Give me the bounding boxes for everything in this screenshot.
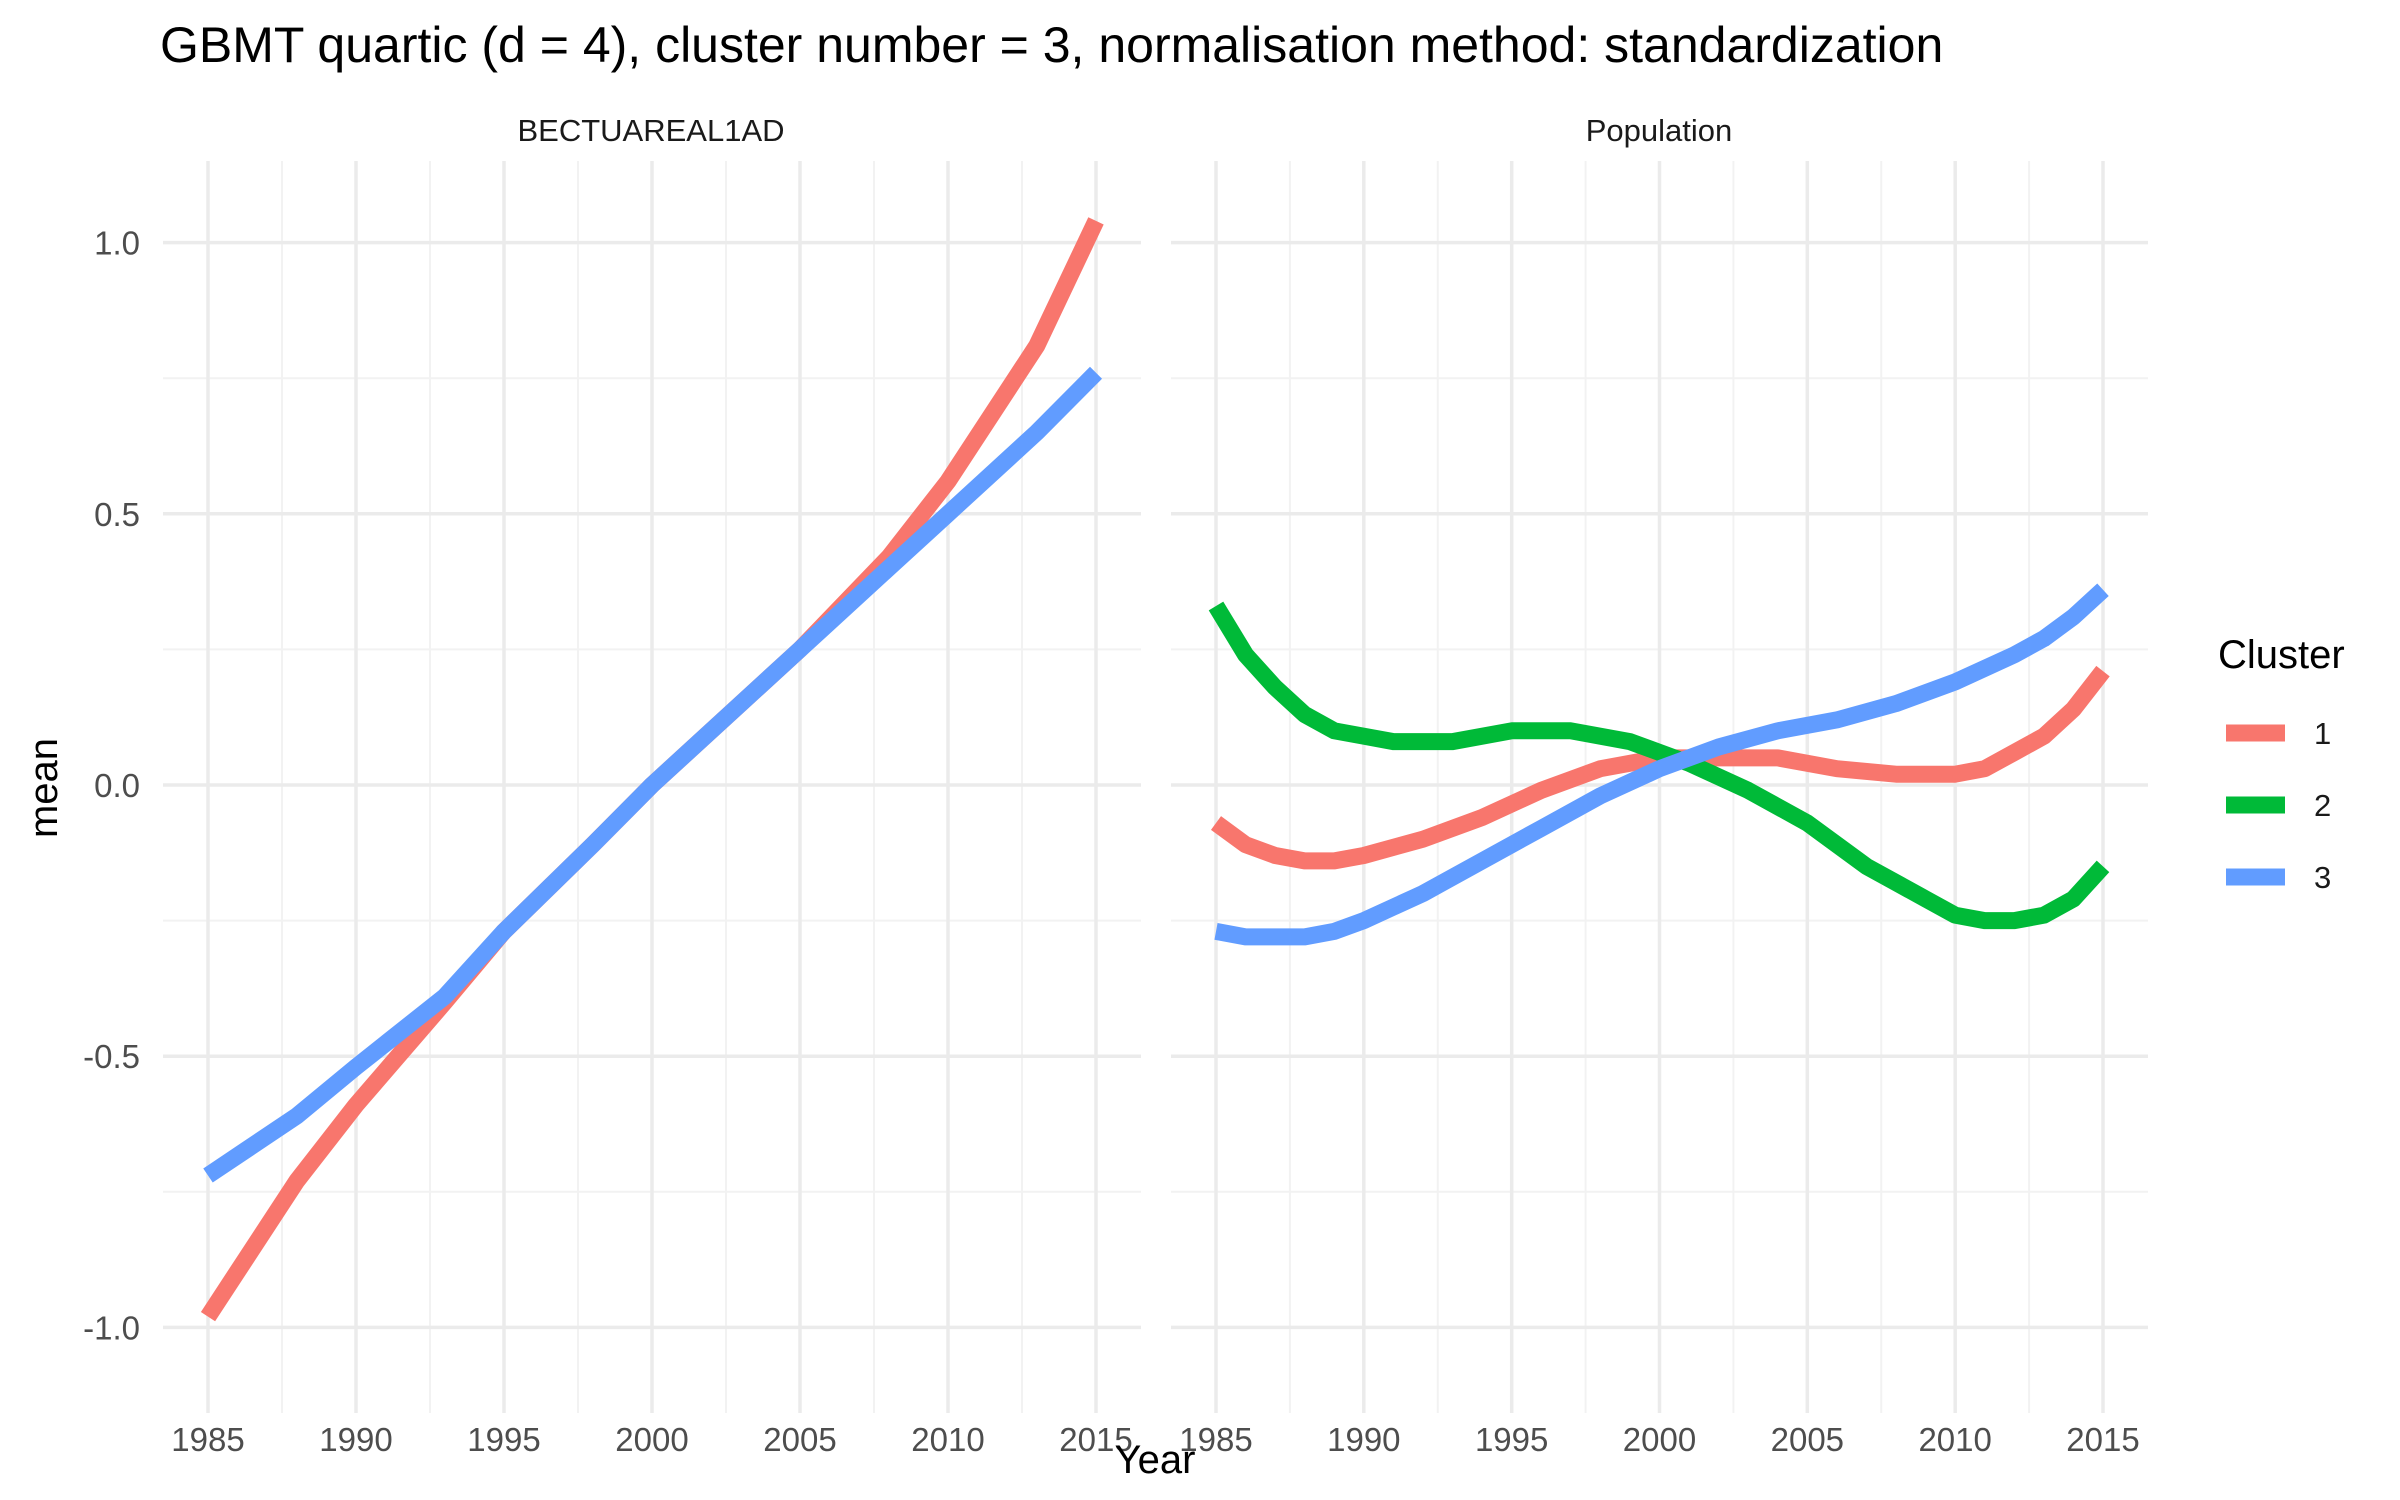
- x-tick-label: 2005: [1771, 1421, 1844, 1458]
- series-line-cluster-3: [203, 366, 1103, 1183]
- legend-entries: 1 2 3: [2226, 716, 2331, 895]
- y-axis-title: mean: [22, 738, 66, 838]
- panel-right-x-ticks: 1985 1990 1995 2000 2005 2010 2015: [1179, 1421, 2139, 1458]
- panel-left-x-ticks: 1985 1990 1995 2000 2005 2010 2015: [171, 1421, 1132, 1458]
- panel-left-strip: BECTUAREAL1AD: [517, 113, 784, 148]
- x-tick-label: 2015: [1059, 1421, 1132, 1458]
- x-tick-label: 2000: [1623, 1421, 1696, 1458]
- panel-left: BECTUAREAL1AD 1985 1990 1995 2000 2005 2010 20…: [163, 113, 1141, 1458]
- y-tick-label: 1.0: [94, 225, 140, 262]
- panel-right-grid: [1171, 161, 2148, 1413]
- x-axis-title: Year: [1115, 1438, 1196, 1482]
- legend-label-1: 1: [2314, 716, 2331, 751]
- series-line-cluster-2: [1208, 601, 2110, 930]
- y-ticks: -1.0 -0.5 0.0 0.5 1.0: [83, 225, 140, 1347]
- panel-right: Population 1985 1990 1995 2000 2005 2010 2015: [1171, 113, 2148, 1458]
- chart-title: GBMT quartic (d = 4), cluster number = 3…: [160, 17, 1943, 73]
- x-tick-label: 1985: [171, 1421, 244, 1458]
- x-tick-label: 2000: [615, 1421, 688, 1458]
- panel-left-lines: [200, 217, 1104, 1322]
- x-tick-label: 1995: [1475, 1421, 1548, 1458]
- x-tick-label: 2015: [2066, 1421, 2139, 1458]
- y-tick-label: -1.0: [83, 1309, 140, 1346]
- x-tick-label: 2010: [911, 1421, 984, 1458]
- series-line-cluster-3: [1214, 583, 2109, 946]
- x-tick-label: 2010: [1918, 1421, 1991, 1458]
- x-tick-label: 2005: [763, 1421, 836, 1458]
- x-tick-label: 1990: [319, 1421, 392, 1458]
- x-tick-label: 1985: [1179, 1421, 1252, 1458]
- legend: Cluster 1 2 3: [2218, 633, 2345, 895]
- legend-label-3: 3: [2314, 860, 2331, 895]
- panel-right-strip: Population: [1586, 113, 1733, 148]
- y-tick-label: 0.0: [94, 767, 140, 804]
- x-tick-label: 1995: [467, 1421, 540, 1458]
- y-tick-label: 0.5: [94, 496, 140, 533]
- x-tick-label: 1990: [1327, 1421, 1400, 1458]
- y-tick-label: -0.5: [83, 1038, 140, 1075]
- legend-title: Cluster: [2218, 633, 2345, 677]
- legend-label-2: 2: [2314, 788, 2331, 823]
- panel-right-lines: [1208, 583, 2110, 946]
